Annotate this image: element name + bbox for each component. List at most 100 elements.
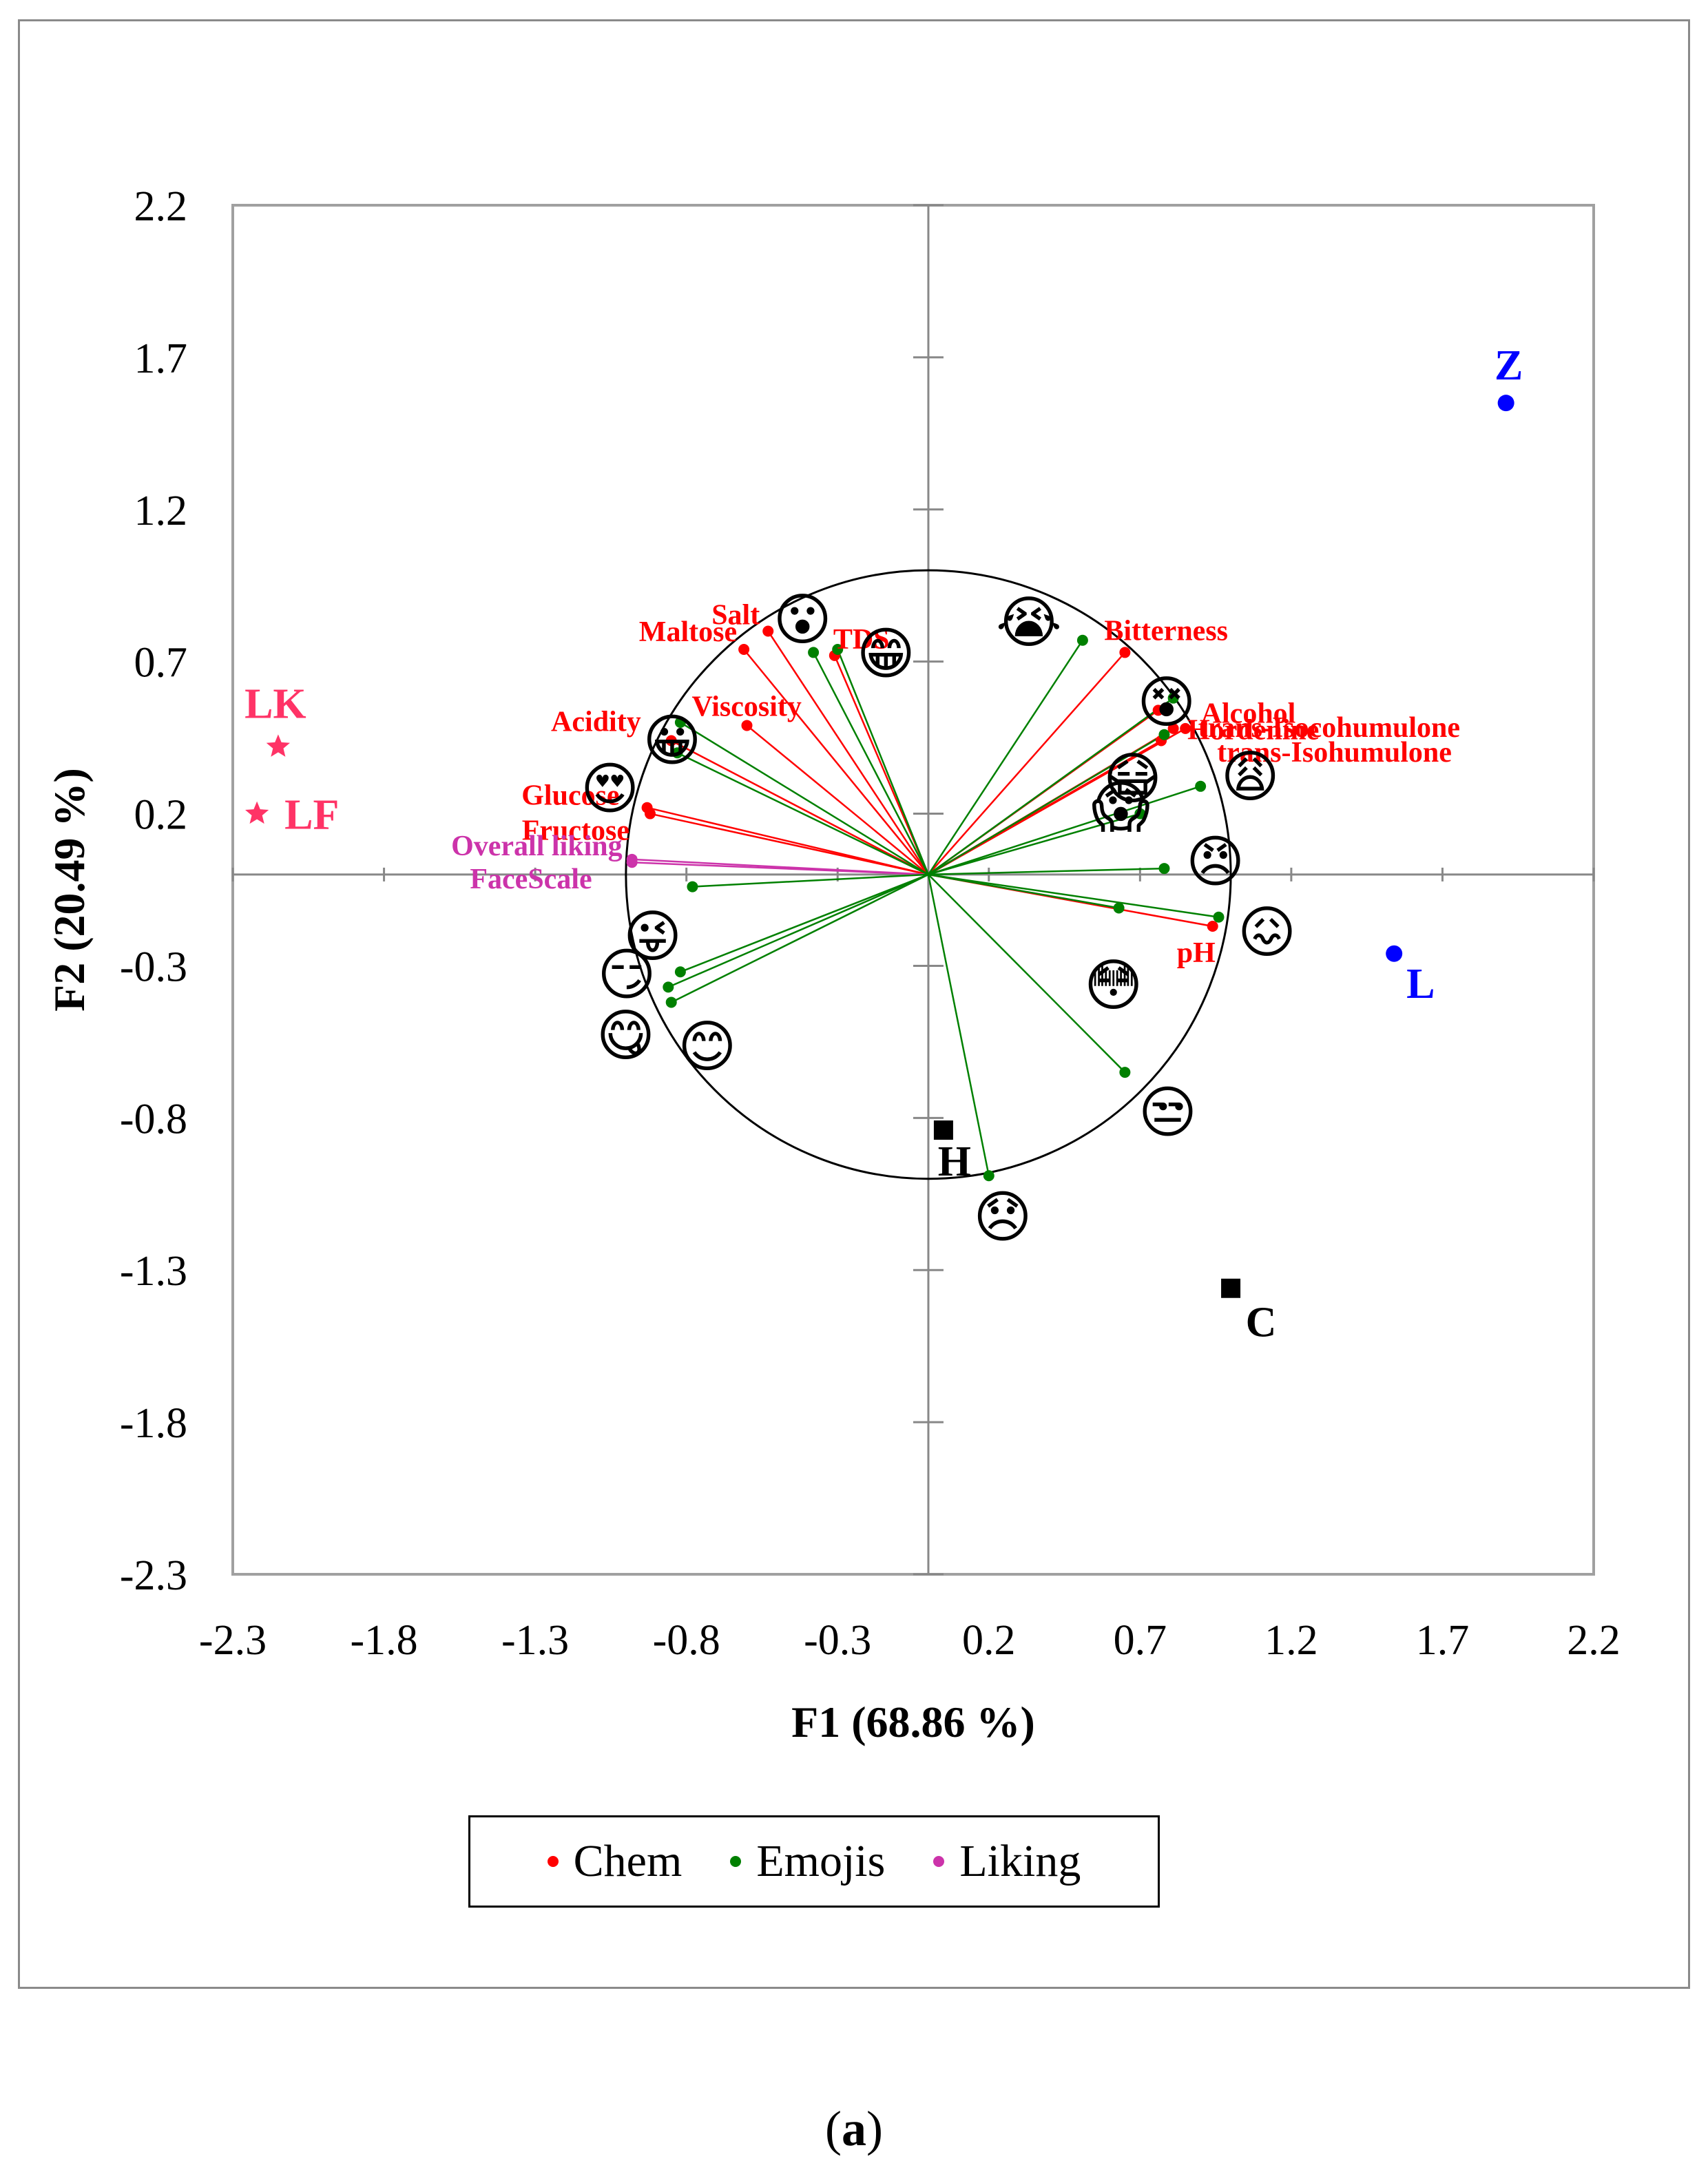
legend-emojis-label: Emojis bbox=[756, 1836, 886, 1886]
x-tick-label: -1.8 bbox=[350, 1617, 417, 1664]
chem-maltose-vector bbox=[743, 649, 929, 875]
emoji-medical-mask-icon: 😷 bbox=[1103, 747, 1162, 812]
y-tick-label: 0.2 bbox=[134, 792, 188, 839]
liking-overall-liking-label: Overall liking bbox=[451, 831, 623, 862]
observations-layer: LK LF Z L H C bbox=[244, 342, 1523, 1346]
y-tick-label: 1.7 bbox=[134, 335, 188, 382]
emoji-loudly-crying-point bbox=[1076, 634, 1088, 646]
vectors-layer bbox=[632, 630, 1219, 1176]
emoji-screaming-in-fear-icon: 😱 bbox=[1092, 775, 1150, 840]
emoji-disappointed-icon: 😞 bbox=[973, 1185, 1032, 1251]
points-layer bbox=[626, 625, 1225, 1182]
emoji-angry-vector bbox=[928, 867, 1165, 876]
emoji-savoring-food-point bbox=[663, 981, 674, 993]
chem-ph-label: pH bbox=[1177, 937, 1216, 969]
obs-h-marker bbox=[933, 1120, 953, 1140]
chem-ph-point bbox=[1207, 921, 1218, 932]
emoji-grinning-vector bbox=[680, 721, 929, 875]
y-axis-title: F2 (20.49 %) bbox=[45, 768, 94, 1012]
emoji-disappointed-vector bbox=[927, 874, 990, 1176]
figure-caption: (a) bbox=[0, 2100, 1708, 2158]
emoji-weary-vector bbox=[928, 785, 1201, 876]
emoji-savoring-food-icon: 😋 bbox=[596, 1003, 655, 1069]
x-tick-label: 0.7 bbox=[1114, 1617, 1167, 1664]
chem-trans-isohumulone-point bbox=[1180, 722, 1191, 734]
obs-lf-marker bbox=[245, 801, 269, 824]
correlation-circle bbox=[625, 569, 1232, 1180]
obs-z-marker bbox=[1497, 395, 1514, 412]
emoji-smirking-vector bbox=[680, 873, 929, 973]
chem-trans-isohumulone-vector bbox=[928, 727, 1186, 875]
chem-tds-label: TDS bbox=[833, 624, 890, 656]
chem-trans-isocohumulone-point bbox=[1167, 722, 1179, 734]
y-tick-label: -0.8 bbox=[120, 1096, 187, 1142]
emoji-smiling-eyes-icon: 😊 bbox=[678, 1014, 736, 1080]
chem-fructose-point bbox=[644, 808, 656, 820]
chem-bitterness-vector bbox=[928, 651, 1126, 875]
obs-c-marker bbox=[1221, 1278, 1241, 1298]
chem-glucose-label: Glucose bbox=[521, 780, 619, 812]
liking-facescale-label: FaceScale bbox=[470, 864, 592, 895]
emoji-grinning-icon: 😀 bbox=[643, 708, 701, 773]
chem-viscosity-point bbox=[741, 720, 753, 731]
emoji-heart-eyes-vector bbox=[676, 752, 929, 876]
emoji-weary-point bbox=[1195, 780, 1207, 792]
caption-close-paren: ) bbox=[866, 2101, 883, 2156]
chem-acidity-point bbox=[665, 735, 677, 747]
legend-item-chem: Chem bbox=[547, 1835, 682, 1888]
chem-viscosity-label: Viscosity bbox=[691, 691, 801, 722]
emoji-smiling-eyes-vector bbox=[671, 873, 929, 1003]
x-tick-label: -0.8 bbox=[653, 1617, 720, 1664]
emoji-unamused-point bbox=[1119, 1067, 1131, 1078]
correlation-circle-layer bbox=[625, 569, 1232, 1180]
emoji-grinning-point bbox=[674, 717, 686, 729]
legend-liking-label: Liking bbox=[959, 1836, 1081, 1886]
chem-trans-isocohumulone-label: trans-Isocohumulone bbox=[1198, 712, 1460, 744]
emoji-dizzy-vector bbox=[928, 697, 1174, 875]
emoji-winking-tongue-icon: 😜 bbox=[623, 904, 682, 970]
emoji-heart-eyes-icon: 😍 bbox=[581, 757, 639, 822]
chem-salt-vector bbox=[767, 630, 929, 875]
chem-viscosity-vector bbox=[746, 724, 929, 875]
chem-trans-isohumulone-label: trans-Isohumulone bbox=[1217, 737, 1452, 769]
emoji-screaming-in-fear-point bbox=[1134, 808, 1146, 820]
x-tick-label: 1.7 bbox=[1416, 1617, 1470, 1664]
y-tick-label: 0.7 bbox=[134, 640, 188, 687]
x-axis-title: F1 (68.86 %) bbox=[791, 1698, 1035, 1746]
legend-emojis-dot bbox=[730, 1856, 742, 1867]
chem-alcohol-point bbox=[1152, 705, 1164, 716]
emoji-angry-point bbox=[1158, 863, 1170, 875]
emoji-angry-icon: 😠 bbox=[1186, 830, 1244, 895]
chem-salt-label: Salt bbox=[711, 599, 760, 631]
chem-acidity-label: Acidity bbox=[551, 707, 641, 738]
chem-salt-point bbox=[762, 625, 774, 637]
chem-maltose-point bbox=[738, 643, 750, 655]
emoji-unamused-icon: 😒 bbox=[1138, 1081, 1197, 1146]
caption-letter: a bbox=[842, 2101, 866, 2156]
emoji-screaming-in-fear-vector bbox=[928, 813, 1141, 876]
legend-item-emojis: Emojis bbox=[730, 1835, 885, 1888]
y-tick-label: -2.3 bbox=[120, 1552, 187, 1599]
emoji-persevering-icon: 😖 bbox=[1238, 900, 1296, 966]
obs-lf-label: LF bbox=[284, 792, 339, 839]
chem-acidity-vector bbox=[671, 740, 929, 876]
obs-l-label: L bbox=[1406, 961, 1435, 1008]
emoji-smiling-eyes-point bbox=[665, 996, 677, 1008]
obs-c-label: C bbox=[1246, 1300, 1277, 1346]
axes-layer: -2.3 -1.8 -1.3 -0.8 -0.3 0.2 0.7 1.2 1.7 2.2 2.2 1.… bbox=[120, 183, 1621, 1664]
obs-lk-marker bbox=[266, 734, 290, 757]
obs-l-marker bbox=[1386, 945, 1403, 962]
emoji-astonished-point bbox=[808, 647, 820, 658]
liking-facescale-vector bbox=[632, 861, 929, 876]
emoji-medical-mask-point bbox=[1158, 729, 1170, 740]
y-tick-label: 1.2 bbox=[134, 488, 188, 534]
emoji-flushed-vector bbox=[928, 873, 1119, 909]
emoji-astonished-vector bbox=[812, 651, 930, 875]
obs-lk-label: LK bbox=[244, 680, 306, 727]
x-tick-label: 0.2 bbox=[962, 1617, 1016, 1664]
liking-facescale-point bbox=[626, 857, 638, 868]
emoji-beaming-grin-vector bbox=[837, 649, 930, 875]
emoji-loudly-crying-icon: 😭 bbox=[996, 590, 1062, 656]
